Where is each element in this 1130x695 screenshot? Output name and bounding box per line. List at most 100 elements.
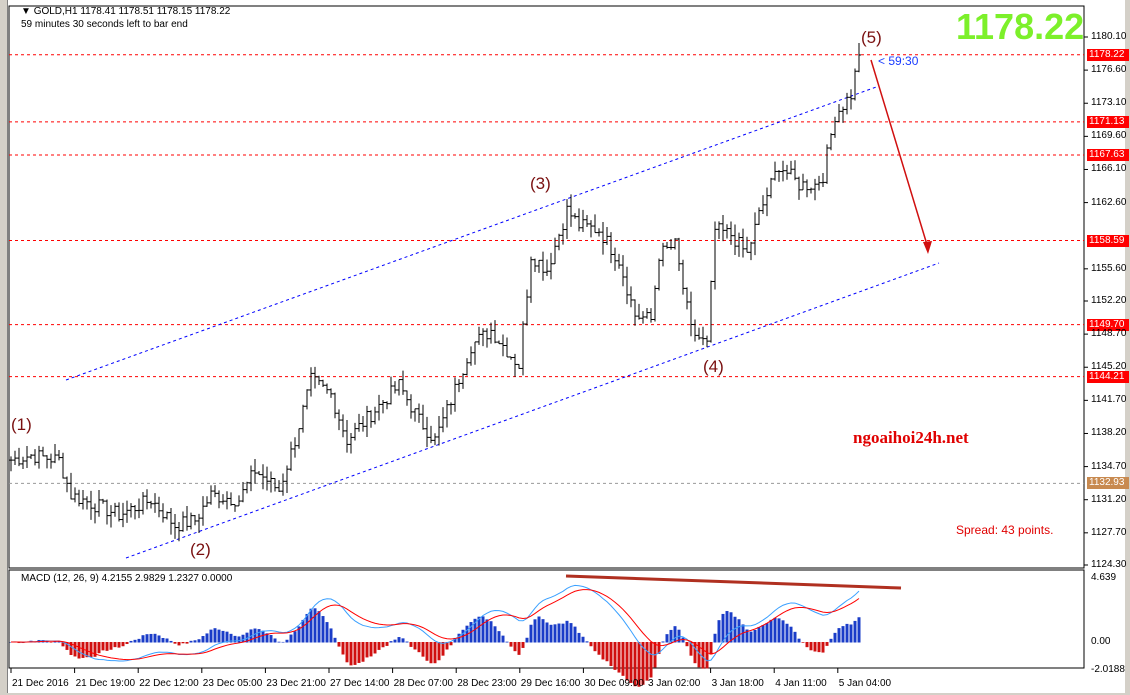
macd-histogram-bar bbox=[657, 642, 661, 654]
bar-timer-text: 59 minutes 30 seconds left to bar end bbox=[21, 19, 188, 30]
macd-histogram-bar bbox=[517, 642, 521, 655]
macd-histogram-bar bbox=[757, 626, 761, 643]
macd-histogram-bar bbox=[321, 616, 325, 643]
macd-histogram-bar bbox=[57, 641, 61, 643]
macd-histogram-bar bbox=[229, 633, 233, 643]
macd-histogram-bar bbox=[49, 642, 53, 643]
macd-histogram-bar bbox=[617, 642, 621, 673]
macd-histogram-bar bbox=[589, 642, 593, 647]
macd-histogram-bar bbox=[273, 638, 277, 643]
macd-histogram-bar bbox=[233, 635, 237, 643]
time-axis-label: 3 Jan 18:00 bbox=[711, 678, 764, 689]
time-axis-label: 21 Dec 2016 bbox=[12, 678, 69, 689]
price-axis-label: 1131.20 bbox=[1091, 493, 1127, 505]
price-axis-label: 1176.60 bbox=[1091, 64, 1127, 76]
macd-histogram-bar bbox=[777, 618, 781, 643]
macd-histogram-bar bbox=[285, 639, 289, 643]
macd-histogram-bar bbox=[297, 626, 301, 643]
macd-histogram-bar bbox=[601, 642, 605, 660]
macd-histogram-bar bbox=[241, 634, 245, 643]
macd-pane-frame bbox=[8, 569, 1085, 669]
macd-histogram-bar bbox=[445, 642, 449, 650]
macd-histogram-bar bbox=[129, 640, 133, 643]
chart-canvas[interactable] bbox=[8, 0, 1125, 695]
macd-histogram-bar bbox=[277, 641, 281, 643]
price-axis-label: 1162.60 bbox=[1091, 196, 1127, 208]
macd-histogram-bar bbox=[573, 626, 577, 643]
macd-histogram-bar bbox=[189, 640, 193, 643]
macd-histogram-bar bbox=[373, 642, 377, 654]
macd-histogram-bar bbox=[561, 623, 565, 643]
macd-histogram-bar bbox=[549, 624, 553, 643]
macd-histogram-bar bbox=[521, 642, 525, 648]
macd-histogram-bar bbox=[441, 642, 445, 656]
macd-histogram-bar bbox=[833, 632, 837, 643]
macd-histogram-bar bbox=[849, 624, 853, 643]
macd-histogram-bar bbox=[173, 642, 177, 644]
macd-histogram-bar bbox=[481, 616, 485, 643]
price-level-tag: 1149.70 bbox=[1087, 318, 1129, 331]
macd-histogram-bar bbox=[857, 617, 861, 643]
dropdown-triangle-icon[interactable]: ▼ bbox=[21, 6, 31, 17]
macd-histogram-bar bbox=[685, 642, 689, 647]
macd-histogram-bar bbox=[77, 642, 81, 659]
macd-histogram-bar bbox=[501, 635, 505, 643]
price-axis-label: 1155.60 bbox=[1091, 262, 1127, 274]
macd-histogram-bar bbox=[845, 623, 849, 643]
macd-histogram-bar bbox=[113, 642, 117, 648]
macd-histogram-bar bbox=[97, 642, 101, 654]
macd-histogram-bar bbox=[693, 642, 697, 664]
macd-histogram-bar bbox=[333, 637, 337, 643]
time-axis-label: 22 Dec 12:00 bbox=[139, 678, 199, 689]
macd-histogram-bar bbox=[117, 642, 121, 648]
price-axis-label: 1169.60 bbox=[1091, 130, 1127, 142]
time-axis-label: 23 Dec 05:00 bbox=[202, 678, 263, 689]
macd-histogram-bar bbox=[245, 632, 249, 643]
macd-histogram-bar bbox=[81, 642, 85, 658]
macd-histogram-bar bbox=[145, 634, 149, 643]
macd-histogram-bar bbox=[141, 635, 145, 643]
macd-histogram-bar bbox=[377, 642, 381, 650]
macd-histogram-bar bbox=[641, 642, 645, 685]
price-axis-label: 1173.10 bbox=[1091, 97, 1127, 109]
macd-histogram-bar bbox=[853, 620, 857, 643]
macd-histogram-bar bbox=[605, 642, 609, 662]
macd-histogram-bar bbox=[513, 642, 517, 652]
macd-histogram-bar bbox=[65, 642, 69, 650]
macd-histogram-bar bbox=[397, 637, 401, 643]
macd-histogram-bar bbox=[505, 641, 509, 643]
macd-histogram-bar bbox=[697, 642, 701, 668]
macd-histogram-bar bbox=[401, 638, 405, 643]
wave-label-3: (3) bbox=[530, 174, 551, 193]
price-level-tag: 1171.13 bbox=[1087, 115, 1129, 128]
macd-histogram-bar bbox=[593, 642, 597, 652]
chart-header: ▼ GOLD,H1 1178.41 1178.51 1178.15 1178.2… bbox=[21, 5, 230, 31]
price-axis-label: 1148.70 bbox=[1091, 328, 1127, 340]
time-axis-label: 21 Dec 19:00 bbox=[75, 678, 136, 689]
price-level-tag: 1132.93 bbox=[1087, 477, 1129, 490]
macd-histogram-bar bbox=[745, 629, 749, 643]
macd-histogram-bar bbox=[753, 629, 757, 643]
macd-histogram-bar bbox=[689, 642, 693, 656]
macd-histogram-bar bbox=[477, 616, 481, 643]
macd-histogram-bar bbox=[585, 641, 589, 643]
chart-window[interactable]: ▼ GOLD,H1 1178.41 1178.51 1178.15 1178.2… bbox=[7, 0, 1129, 695]
macd-histogram-bar bbox=[133, 639, 137, 643]
macd-histogram-bar bbox=[153, 633, 157, 643]
macd-histogram-bar bbox=[309, 608, 313, 643]
price-axis-label: 1152.20 bbox=[1091, 295, 1127, 306]
macd-label: MACD (12, 26, 9) 4.2155 2.9829 1.2327 0.… bbox=[21, 573, 233, 584]
macd-histogram-bar bbox=[381, 642, 385, 648]
macd-histogram-bar bbox=[625, 642, 629, 681]
macd-histogram-bar bbox=[221, 630, 225, 643]
wave-label-1: (1) bbox=[11, 415, 32, 434]
macd-histogram-bar bbox=[205, 633, 209, 643]
macd-histogram-bar bbox=[93, 642, 97, 657]
price-axis-label: 1124.30 bbox=[1091, 559, 1127, 570]
watermark: ngoaihoi24h.net bbox=[853, 428, 969, 447]
macd-histogram-bar bbox=[9, 642, 13, 643]
macd-histogram-bar bbox=[433, 642, 437, 664]
macd-histogram-bar bbox=[453, 637, 457, 643]
macd-histogram-bar bbox=[313, 608, 317, 643]
macd-histogram-bar bbox=[125, 642, 129, 645]
